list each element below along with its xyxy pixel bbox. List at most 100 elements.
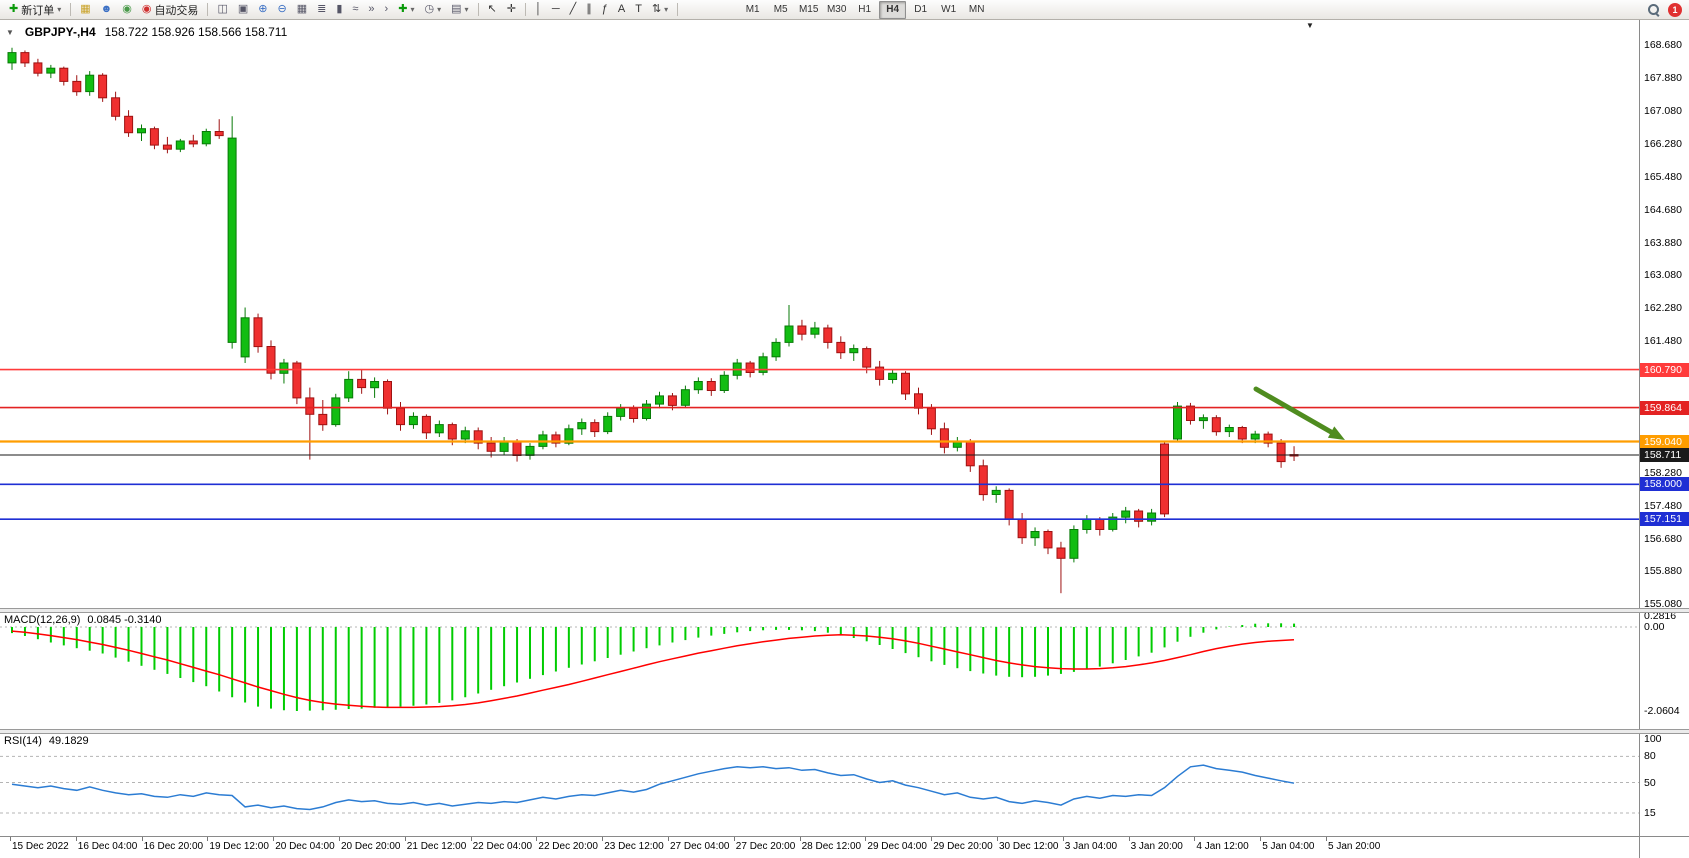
tile-windows-button[interactable]: ◫: [213, 0, 231, 19]
new-chart-button[interactable]: ▣: [234, 0, 252, 19]
fibonacci-button[interactable]: ƒ: [598, 0, 612, 19]
macd-scale-label: -2.0604: [1644, 705, 1680, 718]
panel-splitter-macd[interactable]: [0, 608, 1689, 613]
candle-body: [680, 389, 690, 406]
caret-down-icon: ▾: [664, 5, 669, 14]
candle-body: [629, 407, 639, 420]
candle-body: [111, 97, 121, 117]
time-axis-tick: [931, 837, 933, 841]
candle-body: [162, 144, 172, 150]
market-watch-icon: ◉: [122, 3, 132, 15]
timeframe-button-h1[interactable]: H1: [858, 3, 872, 15]
indicators-button[interactable]: ✚ ▾: [394, 0, 418, 19]
candle-body: [7, 52, 17, 64]
panel-splitter-rsi[interactable]: [0, 729, 1689, 734]
candle-body: [1043, 531, 1053, 549]
candle-body: [408, 415, 418, 426]
search-icon[interactable]: [1647, 3, 1660, 16]
toolbar-separator: [207, 3, 209, 16]
time-axis-tick: [1326, 837, 1327, 841]
candle-body: [1276, 442, 1286, 463]
candle-body: [551, 434, 561, 444]
time-axis-label: 21 Dec 12:00: [406, 841, 467, 852]
chart-shift-icon: ›: [384, 3, 389, 15]
text-button[interactable]: A: [614, 0, 629, 19]
candle-body: [1237, 427, 1247, 440]
market-watch-button[interactable]: ◉: [118, 0, 136, 19]
hline-button[interactable]: ─: [548, 0, 564, 19]
bar-chart-button[interactable]: ≣: [313, 0, 330, 19]
time-axis-label: 16 Dec 04:00: [77, 841, 138, 852]
chart-shift-button[interactable]: ›: [381, 0, 393, 19]
candle-body: [706, 381, 716, 391]
cursor-button[interactable]: ↖: [484, 0, 501, 19]
charts-button[interactable]: ▦: [76, 0, 94, 19]
toolbar: ✚ 新订单 ▾ ▦ ☻ ◉ ◉ 自动交易 ◫ ▣ ⊕ ⊖ ▦ ≣ ▮ ≈» › ✚ ▾ ◷ ▾ ▤ ▾ ↖ ✛ │ ─ ╱ ∥ ƒ A T ⇅ ▾…: [0, 0, 1689, 20]
channel-icon: ∥: [586, 3, 592, 15]
timeframe-button-d1[interactable]: D1: [914, 3, 928, 15]
timeframe-button-m15[interactable]: M15: [798, 3, 819, 15]
hline-icon: ─: [551, 3, 560, 15]
price-axis-label: 157.480: [1644, 499, 1682, 512]
one-click-trading-toggle[interactable]: ▼: [6, 27, 14, 37]
templates-button[interactable]: ▤ ▾: [447, 0, 472, 19]
time-axis-label: 3 Jan 04:00: [1064, 841, 1118, 852]
trendline-button[interactable]: ╱: [566, 0, 581, 19]
profile-button[interactable]: ☻: [97, 0, 117, 19]
trend-arrow-line[interactable]: [1253, 386, 1339, 438]
zoom-out-button[interactable]: ⊖: [273, 0, 290, 19]
grid-button[interactable]: ▦: [293, 0, 311, 19]
channel-button[interactable]: ∥: [582, 0, 596, 19]
timeframe-button-m1[interactable]: M1: [745, 3, 760, 15]
candle-body: [784, 325, 794, 343]
candle-body: [655, 395, 664, 405]
line-chart-button[interactable]: ≈: [348, 0, 362, 19]
arrows-button[interactable]: ⇅ ▾: [648, 0, 672, 19]
time-axis-tick: [1194, 837, 1196, 841]
time-axis-label: 29 Dec 04:00: [867, 841, 927, 852]
price-axis-label: 167.080: [1644, 105, 1682, 117]
candle-body: [370, 381, 380, 389]
charts-icon: ▦: [80, 3, 91, 15]
line-chart-icon: ≈: [352, 3, 359, 15]
timeframe-button-m5[interactable]: M5: [773, 3, 788, 15]
new-order-button[interactable]: ✚ 新订单 ▾: [5, 0, 65, 19]
chart-shift-marker[interactable]: ▼: [1306, 21, 1314, 30]
candle-body: [642, 403, 651, 420]
periods-button[interactable]: ◷ ▾: [420, 0, 445, 19]
candle-chart-icon: ▮: [336, 3, 343, 15]
price-axis-label: 163.080: [1644, 269, 1682, 282]
price-axis-label: 155.080: [1644, 598, 1682, 611]
trend-arrow-head[interactable]: [1327, 426, 1345, 440]
candle-body: [758, 356, 768, 373]
vline-button[interactable]: │: [531, 0, 546, 19]
macd-header: MACD(12,26,9) 0.0845 -0.3140: [4, 614, 161, 626]
auto-scroll-button[interactable]: »: [364, 0, 378, 19]
candle-body: [1198, 417, 1208, 422]
cursor-icon: ↖: [487, 3, 497, 15]
timeframe-button-w1[interactable]: W1: [941, 3, 957, 15]
macd-signal-line: [11, 630, 1295, 709]
crosshair-button[interactable]: ✛: [503, 0, 520, 19]
time-axis-tick: [1062, 837, 1064, 841]
candle-body: [991, 489, 1001, 495]
timeframe-button-mn[interactable]: MN: [968, 3, 985, 15]
notification-badge[interactable]: 1: [1668, 2, 1682, 17]
candle-body: [98, 74, 108, 99]
zoom-in-button[interactable]: ⊕: [254, 0, 271, 19]
timeframe-button-h4[interactable]: H4: [879, 0, 907, 19]
rsi-scale-label: 50: [1644, 776, 1656, 789]
time-axis-label: 27 Dec 20:00: [735, 841, 796, 852]
candle-chart-button[interactable]: ▮: [332, 0, 346, 19]
autotrade-button[interactable]: ◉ 自动交易: [138, 0, 203, 19]
candle-body: [719, 374, 729, 391]
label-button[interactable]: T: [631, 0, 646, 19]
time-axis-label: 29 Dec 20:00: [933, 841, 993, 852]
timeframe-button-m30[interactable]: M30: [826, 3, 847, 15]
candle-body: [616, 407, 626, 417]
candle-body: [1147, 512, 1157, 522]
candle-body: [1211, 417, 1221, 433]
candle-body: [214, 131, 224, 137]
rsi-scale-label: 100: [1644, 733, 1662, 745]
